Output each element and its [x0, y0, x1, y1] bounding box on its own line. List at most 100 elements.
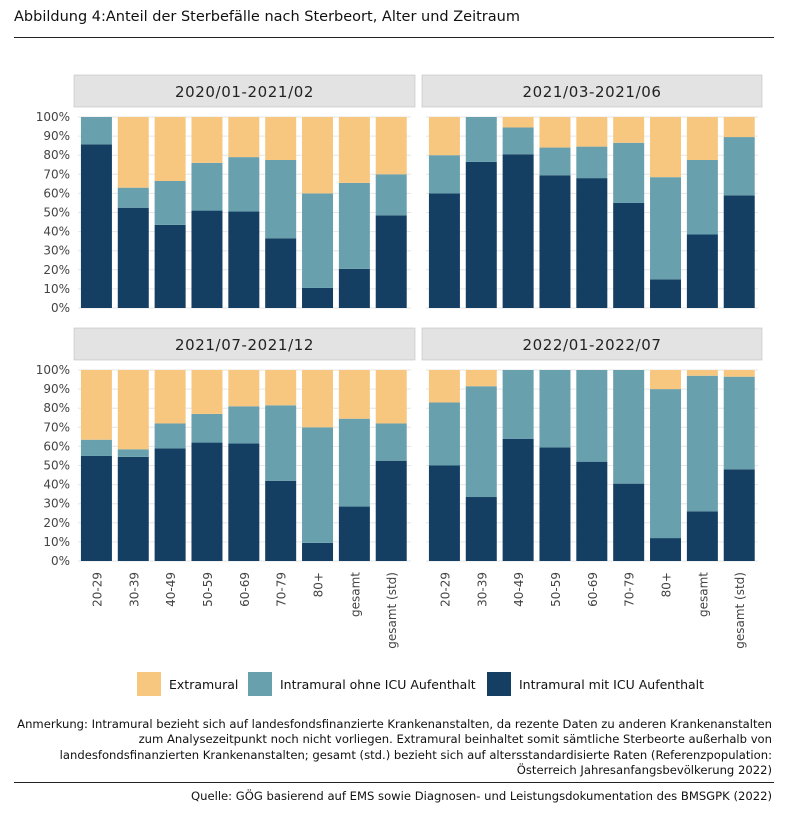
y-tick-label: 0% — [51, 301, 70, 315]
panel-1-bar-50-59-intramural-mit-icu — [191, 210, 223, 308]
y-tick-label: 20% — [43, 263, 70, 277]
panel-1-bar-70-79-extramural — [265, 117, 297, 160]
x-tick-label: 20-29 — [438, 572, 452, 607]
y-tick-label: 70% — [43, 167, 70, 181]
y-tick-label: 30% — [43, 244, 70, 258]
footnote: Anmerkung: Intramural bezieht sich auf l… — [17, 717, 772, 778]
panel-2-bar-80--intramural-mit-icu — [650, 279, 682, 308]
panel-3-bar-80--extramural — [302, 370, 334, 428]
panel-4-bar-30-39-intramural-ohne-icu — [465, 386, 497, 498]
panel-2-bar-20-29-intramural-mit-icu — [428, 193, 460, 308]
x-tick-label: 50-59 — [201, 572, 215, 607]
panel-4-bar-60-69-intramural-ohne-icu — [576, 370, 608, 462]
panel-2-bar-40-49-intramural-mit-icu — [502, 154, 534, 308]
panel-1-bar-50-59-extramural — [191, 117, 223, 163]
panel-1-bar-gesamt-std--intramural-ohne-icu — [375, 174, 407, 216]
panel-3-bar-40-49-extramural — [154, 370, 186, 424]
panel-4-bar-20-29-intramural-mit-icu — [428, 465, 460, 561]
y-tick-label: 40% — [43, 478, 70, 492]
source-note: Quelle: GÖG basierend auf EMS sowie Diag… — [191, 789, 772, 803]
panel-3-bar-40-49-intramural-mit-icu — [154, 448, 186, 561]
panel-4-bar-80--intramural-ohne-icu — [650, 389, 682, 539]
x-tick-label: 80+ — [312, 572, 326, 597]
y-tick-label: 80% — [43, 148, 70, 162]
panel-3-bar-60-69-intramural-mit-icu — [228, 443, 260, 561]
panel-4-bar-60-69-intramural-mit-icu — [576, 461, 608, 561]
panel-1-bar-60-69-extramural — [228, 117, 260, 158]
panel-4-bar-gesamt-std--extramural — [723, 370, 755, 377]
legend-label-extramural: Extramural — [169, 676, 239, 692]
legend-item-intramural-ohne-icu: Intramural ohne ICU Aufenthalt — [248, 672, 476, 696]
panel-2-header — [421, 74, 763, 108]
panel-4-bar-20-29-extramural — [428, 370, 460, 403]
legend: Extramural Intramural ohne ICU Aufenthal… — [0, 668, 796, 702]
x-tick-label: 60-69 — [586, 572, 600, 607]
panel-2-bar-gesamt-std--intramural-mit-icu — [723, 195, 755, 308]
panel-2-bar-60-69-intramural-ohne-icu — [576, 146, 608, 179]
y-tick-label: 90% — [43, 382, 70, 396]
panel-1-bar-gesamt-intramural-ohne-icu — [338, 182, 370, 269]
panel-2-bar-60-69-extramural — [576, 117, 608, 147]
panel-2-bar-80--extramural — [650, 117, 682, 178]
panel-2-bar-50-59-extramural — [539, 117, 571, 148]
panel-4-title: 2022/01-2022/07 — [522, 336, 661, 354]
panel-3-bar-gesamt-std--intramural-ohne-icu — [375, 423, 407, 461]
panel-1-bar-gesamt-extramural — [338, 117, 370, 183]
panel-3-bar-gesamt-std--intramural-mit-icu — [375, 460, 407, 561]
panel-4-bar-30-39-intramural-mit-icu — [465, 497, 497, 561]
panel-3-bar-30-39-extramural — [117, 370, 149, 450]
panel-3-bar-30-39-intramural-ohne-icu — [117, 449, 149, 457]
panel-2-bar-70-79-intramural-mit-icu — [613, 202, 645, 308]
panel-1-bar-80--intramural-ohne-icu — [302, 193, 334, 288]
panel-1-title: 2020/01-2021/02 — [175, 83, 314, 101]
legend-item-intramural-mit-icu: Intramural mit ICU Aufenthalt — [487, 672, 704, 696]
x-tick-label: 70-79 — [623, 572, 637, 607]
panel-3-bar-70-79-intramural-mit-icu — [265, 480, 297, 561]
panel-2-bar-50-59-intramural-ohne-icu — [539, 147, 571, 176]
panel-2-bar-30-39-intramural-mit-icu — [465, 161, 497, 308]
panel-2-bar-70-79-extramural — [613, 117, 645, 143]
panel-2-bar-gesamt-std--extramural — [723, 117, 755, 138]
panel-2-bar-70-79-intramural-ohne-icu — [613, 142, 645, 203]
panel-1-bar-70-79-intramural-ohne-icu — [265, 159, 297, 239]
panel-3-bar-40-49-intramural-ohne-icu — [154, 423, 186, 449]
panel-1-bar-40-49-intramural-mit-icu — [154, 224, 186, 308]
panel-1-bar-20-29-intramural-ohne-icu — [80, 117, 112, 145]
x-tick-label: gesamt (std) — [733, 572, 747, 649]
panel-2-bar-gesamt-intramural-ohne-icu — [686, 159, 718, 235]
x-tick-label: 20-29 — [90, 572, 104, 607]
panel-1-bar-20-29-intramural-mit-icu — [80, 144, 112, 308]
panel-2-bar-gesamt-extramural — [686, 117, 718, 160]
x-tick-label: 60-69 — [238, 572, 252, 607]
y-tick-label: 90% — [43, 129, 70, 143]
x-tick-label: gesamt — [348, 572, 362, 617]
panel-1-bar-gesamt-std--intramural-mit-icu — [375, 215, 407, 308]
panel-3-bar-30-39-intramural-mit-icu — [117, 456, 149, 561]
panel-4-bar-20-29-intramural-ohne-icu — [428, 402, 460, 466]
panel-1-bar-30-39-extramural — [117, 117, 149, 188]
panel-4-bar-50-59-intramural-ohne-icu — [539, 370, 571, 448]
y-tick-label: 0% — [51, 554, 70, 568]
y-tick-label: 100% — [36, 110, 70, 124]
panel-1-header — [73, 74, 416, 108]
y-tick-label: 50% — [43, 206, 70, 220]
source-rule — [14, 782, 774, 783]
panel-2-bar-60-69-intramural-mit-icu — [576, 178, 608, 308]
panel-1-bar-80--intramural-mit-icu — [302, 287, 334, 308]
x-tick-label: gesamt — [696, 572, 710, 617]
panel-4-bar-80--extramural — [650, 370, 682, 390]
panel-2-title: 2021/03-2021/06 — [522, 83, 661, 101]
panel-3-bar-50-59-extramural — [191, 370, 223, 414]
figure-title: Abbildung 4:Anteil der Sterbefälle nach … — [14, 9, 520, 25]
panel-3-header — [73, 327, 416, 361]
panel-1-bar-gesamt-std--extramural — [375, 117, 407, 175]
panel-3-bar-gesamt-std--extramural — [375, 370, 407, 424]
panel-2-bar-20-29-intramural-ohne-icu — [428, 155, 460, 194]
panel-4-header — [421, 327, 763, 361]
panel-4-bar-70-79-intramural-mit-icu — [613, 483, 645, 561]
panel-2-bar-gesamt-std--intramural-ohne-icu — [723, 137, 755, 196]
panel-3-bar-60-69-extramural — [228, 370, 260, 407]
panel-4-bar-70-79-intramural-ohne-icu — [613, 370, 645, 484]
panel-3-bar-70-79-extramural — [265, 370, 297, 406]
x-tick-label: gesamt (std) — [385, 572, 399, 649]
